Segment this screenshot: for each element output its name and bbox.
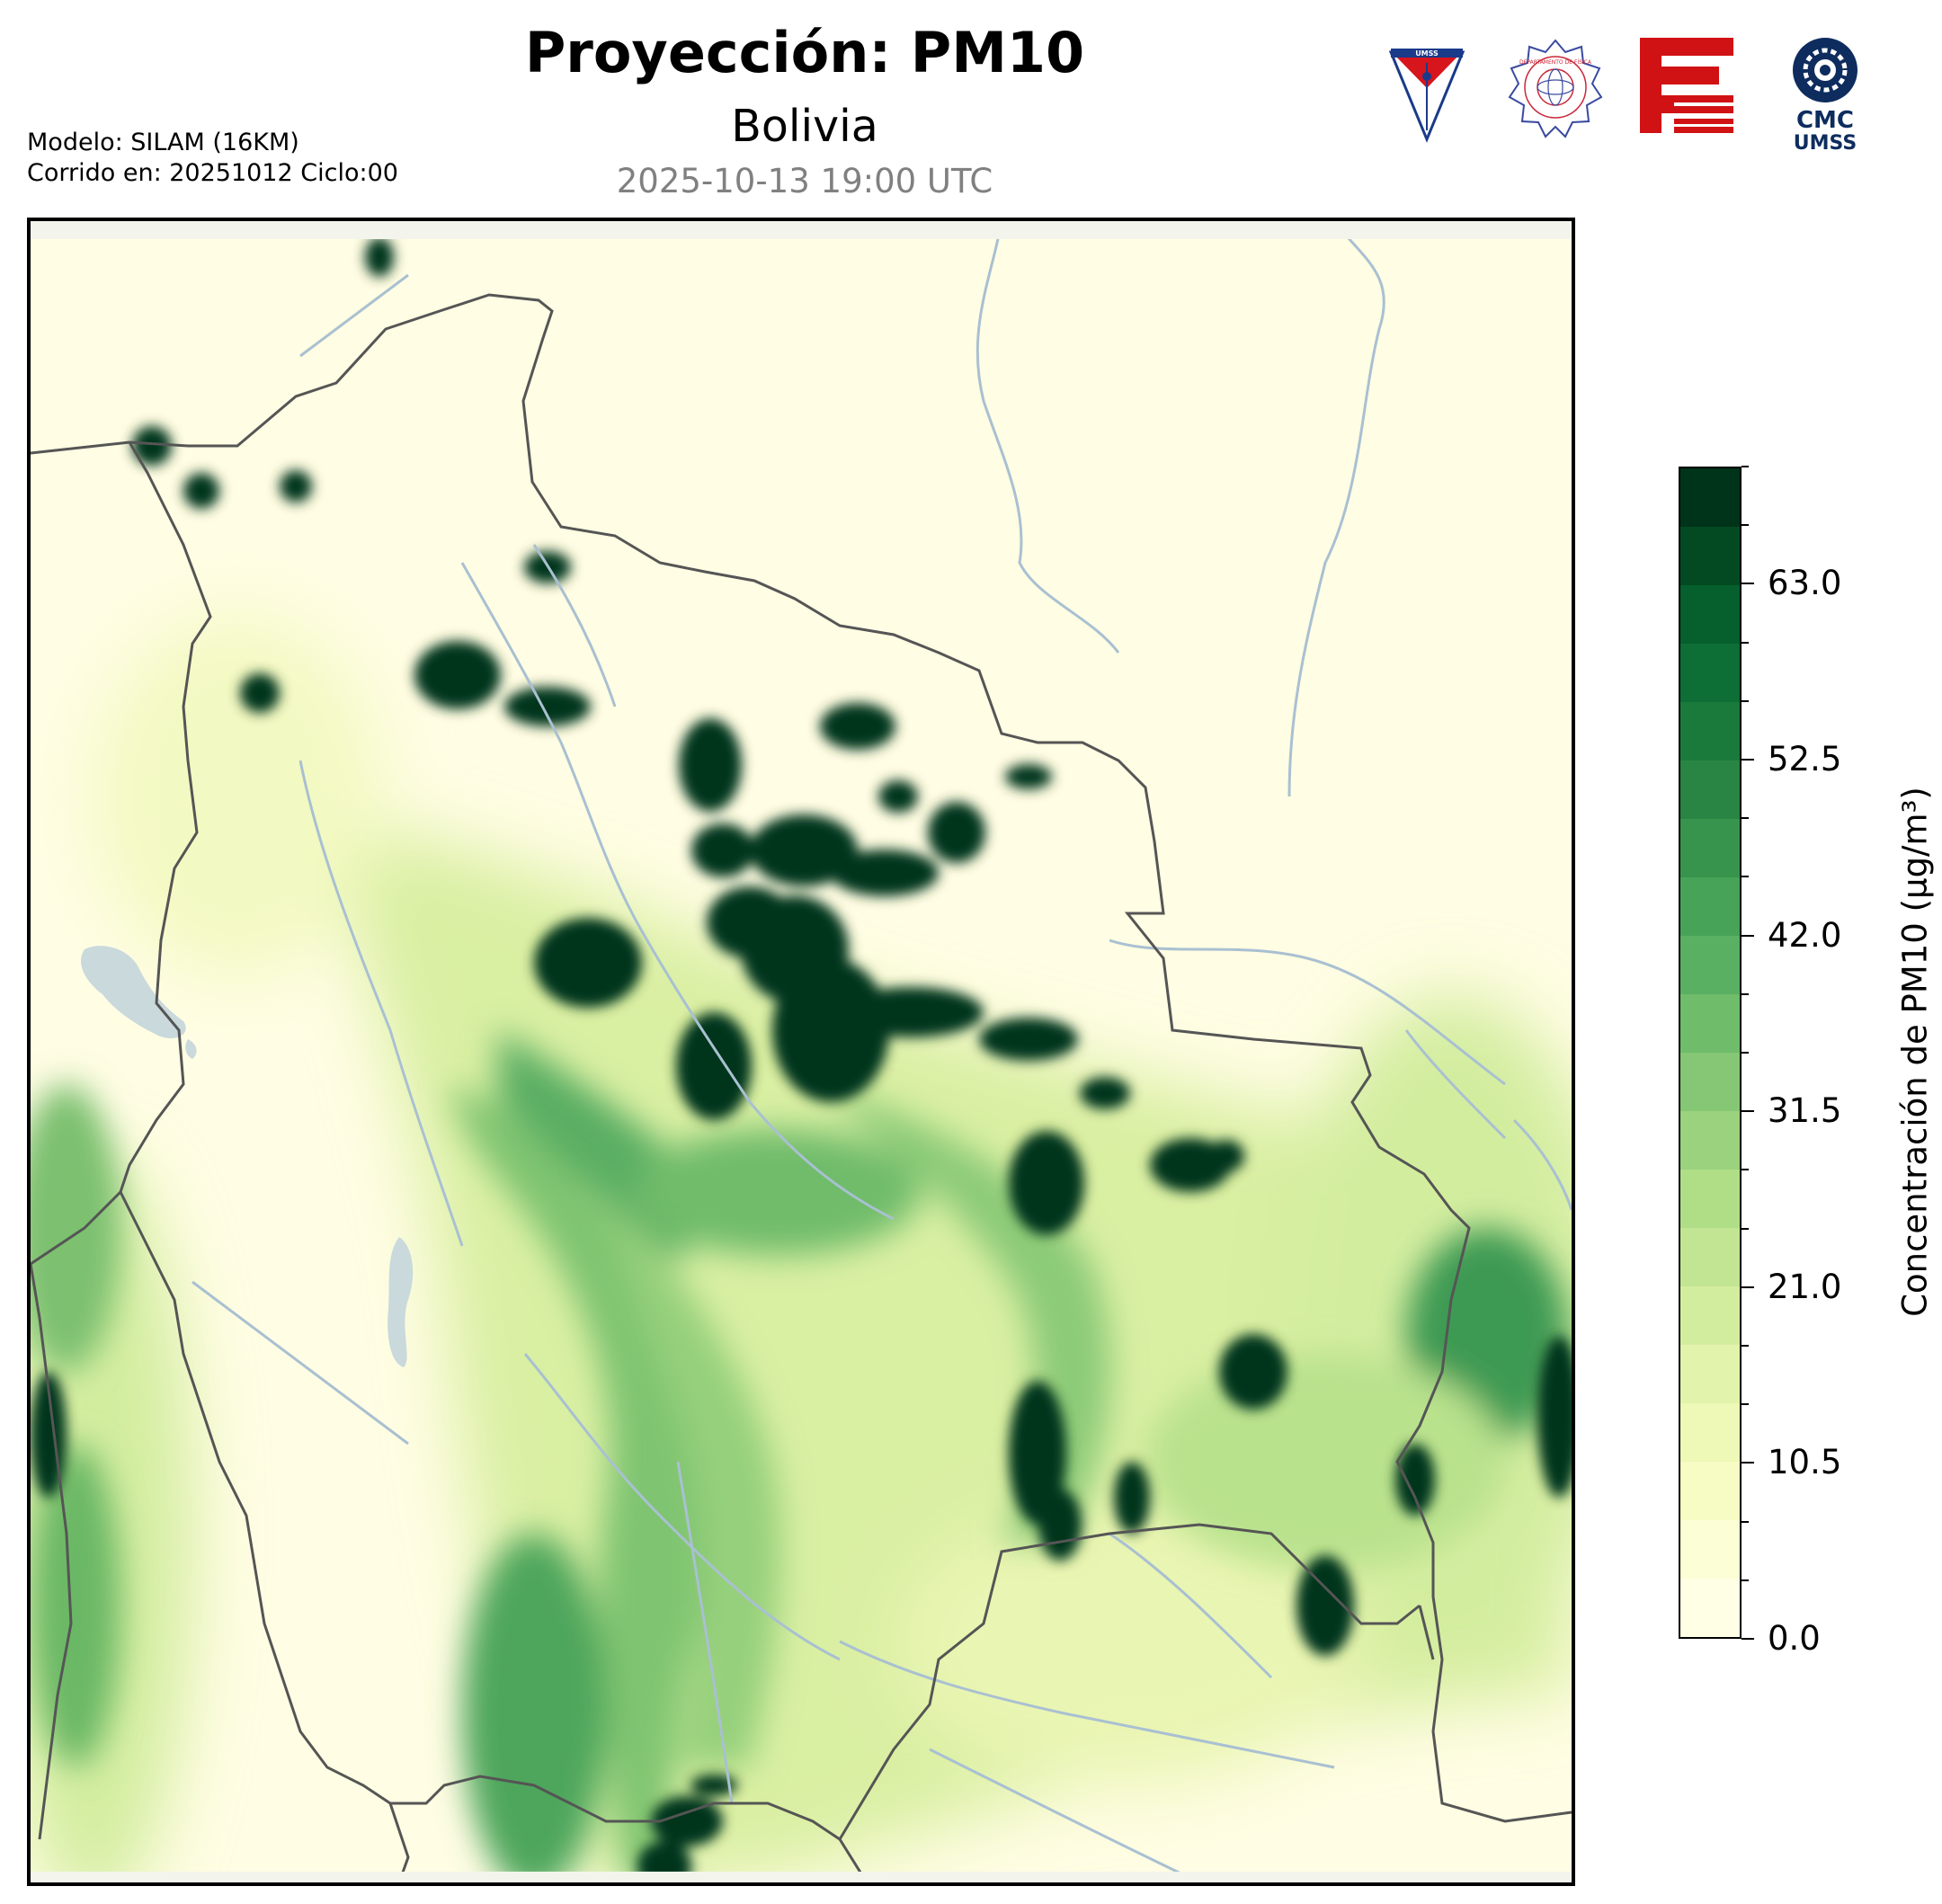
colorbar-tick-label: 52.5 (1768, 740, 1842, 779)
colorbar-minor-tick (1742, 1227, 1749, 1230)
colorbar-minor-tick (1742, 992, 1749, 995)
colorbar-level-13 (1680, 819, 1740, 877)
colorbar-minor-tick (1742, 1169, 1749, 1171)
colorbar-minor-tick (1742, 1052, 1749, 1054)
forecast-datetime: 2025-10-13 19:00 UTC (616, 162, 993, 200)
fisica-logo-text: DEPARTAMENTO DE FÍSICA (1519, 59, 1592, 66)
colorbar-minor-tick (1742, 699, 1749, 702)
colorbar-level-5 (1680, 1286, 1740, 1345)
model-line: Modelo: SILAM (16KM) (27, 129, 299, 156)
model-info: Modelo: SILAM (16KM) Corrido en: 2025101… (27, 128, 398, 189)
colorbar-minor-tick (1742, 1579, 1749, 1581)
colorbar-level-0 (1680, 1579, 1740, 1637)
colorbar-level-9 (1680, 1053, 1740, 1111)
paraguay-border (838, 1523, 1421, 1840)
colorbar-level-16 (1680, 644, 1740, 702)
lakes (81, 946, 414, 1367)
logos: UMSS DEPARTAMENTO DE FÍSICA CMC UMSS (1376, 36, 1879, 162)
red-fcyt-logo (1640, 38, 1735, 133)
colorbar-level-17 (1680, 585, 1740, 644)
peru-border (31, 441, 212, 1266)
colorbar-level-15 (1680, 702, 1740, 761)
colorbar-level-10 (1680, 994, 1740, 1053)
colorbar-tick-label: 21.0 (1768, 1267, 1842, 1306)
colorbar-label: Concentración de PM10 (μg/m³) (1895, 787, 1935, 1317)
colorbar-tick-label: 31.5 (1768, 1091, 1842, 1131)
paraguay-brazil-border (1418, 1605, 1435, 1660)
chart-subtitle: Bolivia (731, 101, 878, 152)
argentina-border (390, 1775, 869, 1882)
colorbar-level-1 (1680, 1520, 1740, 1579)
country-borders (31, 293, 1572, 1882)
colorbar-tick-label: 0.0 (1768, 1619, 1821, 1658)
colorbar-level-4 (1680, 1345, 1740, 1403)
colorbar-major-tick (1742, 1286, 1754, 1288)
colorbar-major-tick (1742, 1110, 1754, 1113)
colorbar-minor-tick (1742, 1520, 1749, 1523)
rivers (192, 221, 1572, 1882)
departamento-fisica-seal-logo: DEPARTAMENTO DE FÍSICA (1508, 39, 1603, 138)
colorbar-minor-tick (1742, 1403, 1749, 1406)
colorbar-minor-tick (1742, 876, 1749, 878)
chile-border (119, 1191, 410, 1882)
umss-shield-logo: UMSS (1388, 49, 1465, 143)
colorbar-level-19 (1680, 468, 1740, 527)
colorbar (1679, 467, 1742, 1639)
colorbar-tick-label: 42.0 (1768, 915, 1842, 955)
map-top-band (31, 221, 1572, 239)
bolivia-border (31, 293, 1572, 1823)
colorbar-level-7 (1680, 1170, 1740, 1228)
colorbar-major-tick (1742, 583, 1754, 585)
colorbar-minor-tick (1742, 524, 1749, 527)
run-line: Corrido en: 20251012 Ciclo:00 (27, 159, 398, 187)
colorbar-minor-tick (1742, 641, 1749, 644)
map-bottom-band (31, 1872, 1572, 1882)
chile-coast (31, 1263, 73, 1840)
map-canvas (31, 221, 1572, 1882)
colorbar-minor-tick (1742, 466, 1749, 467)
colorbar-tick-label: 63.0 (1768, 564, 1842, 603)
cmc-umss-logo: CMC UMSS (1793, 38, 1857, 155)
colorbar-level-12 (1680, 877, 1740, 936)
umss-logo-text: UMSS (1415, 49, 1439, 58)
colorbar-major-tick (1742, 934, 1754, 937)
colorbar-level-8 (1680, 1111, 1740, 1170)
pm10-map (27, 218, 1575, 1886)
colorbar-minor-tick (1742, 817, 1749, 820)
colorbar-level-2 (1680, 1462, 1740, 1520)
colorbar-tick-label: 10.5 (1768, 1443, 1842, 1482)
pm10-high-concentration (31, 237, 1572, 1882)
colorbar-minor-tick (1742, 1345, 1749, 1347)
colorbar-level-11 (1680, 936, 1740, 994)
lake-poopo (388, 1237, 414, 1367)
colorbar-level-18 (1680, 527, 1740, 585)
cmc-logo-text: CMC (1796, 107, 1854, 134)
colorbar-major-tick (1742, 1462, 1754, 1464)
lake-titicaca (81, 946, 186, 1039)
colorbar-level-14 (1680, 761, 1740, 819)
pm10-medium-field (31, 1030, 1568, 1882)
colorbar-level-3 (1680, 1403, 1740, 1462)
colorbar-major-tick (1742, 1638, 1754, 1640)
colorbar-level-6 (1680, 1228, 1740, 1286)
colorbar-major-tick (1742, 759, 1754, 761)
umss-logo-subtext: UMSS (1794, 132, 1857, 155)
chart-title: Proyección: PM10 (524, 20, 1085, 85)
